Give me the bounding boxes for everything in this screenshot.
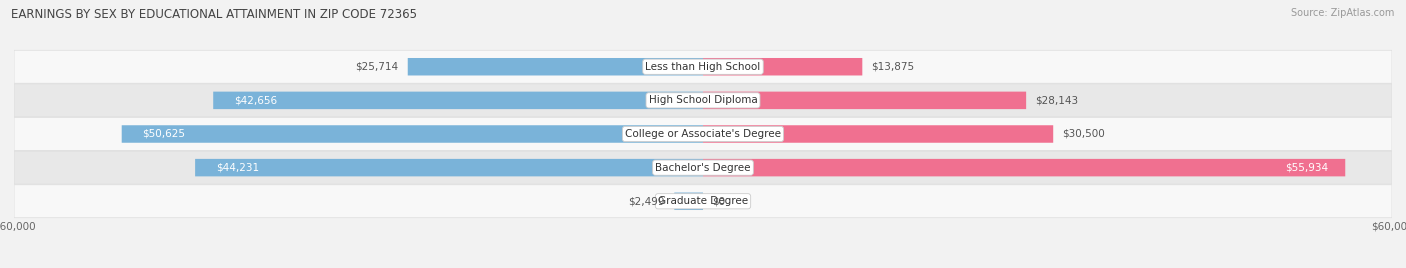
FancyBboxPatch shape [14,185,1392,218]
Text: College or Associate's Degree: College or Associate's Degree [626,129,780,139]
FancyBboxPatch shape [14,50,1392,83]
FancyBboxPatch shape [214,92,703,109]
FancyBboxPatch shape [14,151,1392,184]
Text: $2,499: $2,499 [628,196,665,206]
Text: $44,231: $44,231 [215,163,259,173]
FancyBboxPatch shape [122,125,703,143]
Text: $28,143: $28,143 [1035,95,1078,105]
FancyBboxPatch shape [703,58,862,76]
Text: $25,714: $25,714 [356,62,398,72]
Text: EARNINGS BY SEX BY EDUCATIONAL ATTAINMENT IN ZIP CODE 72365: EARNINGS BY SEX BY EDUCATIONAL ATTAINMEN… [11,8,418,21]
Text: $0: $0 [713,196,725,206]
FancyBboxPatch shape [703,159,1346,176]
Text: Source: ZipAtlas.com: Source: ZipAtlas.com [1291,8,1395,18]
Text: $55,934: $55,934 [1285,163,1329,173]
Text: Less than High School: Less than High School [645,62,761,72]
FancyBboxPatch shape [703,125,1053,143]
Text: High School Diploma: High School Diploma [648,95,758,105]
Text: $30,500: $30,500 [1063,129,1105,139]
FancyBboxPatch shape [195,159,703,176]
Text: Bachelor's Degree: Bachelor's Degree [655,163,751,173]
FancyBboxPatch shape [408,58,703,76]
Text: Graduate Degree: Graduate Degree [658,196,748,206]
Text: $42,656: $42,656 [233,95,277,105]
Text: $13,875: $13,875 [872,62,915,72]
FancyBboxPatch shape [675,192,703,210]
FancyBboxPatch shape [14,118,1392,150]
Text: $50,625: $50,625 [142,129,186,139]
FancyBboxPatch shape [14,84,1392,117]
FancyBboxPatch shape [703,92,1026,109]
